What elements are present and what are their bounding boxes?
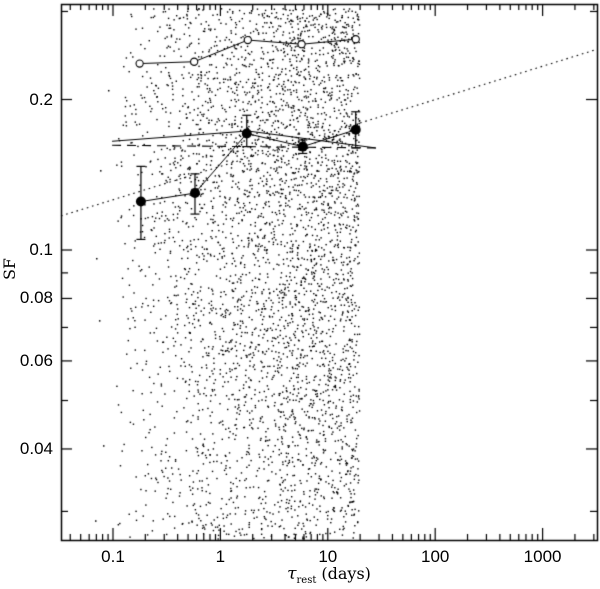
x-tick-label-0.1: 0.1 <box>101 547 125 566</box>
y-tick-label-0.1: 0.1 <box>29 240 53 259</box>
y-tick-label-0.06: 0.06 <box>19 350 53 370</box>
y-tick-label-0.08: 0.08 <box>19 288 53 308</box>
tau-symbol: τ <box>287 564 297 584</box>
x-axis-unit: (days) <box>321 564 371 583</box>
y-axis-title: SF <box>0 250 20 288</box>
x-tick-label-1000: 1000 <box>523 547 562 566</box>
x-tick-label-10: 10 <box>318 547 338 566</box>
x-tick-label-100: 100 <box>421 547 450 566</box>
x-tick-label-1: 1 <box>215 547 226 566</box>
y-axis-title-text: SF <box>0 257 19 281</box>
tau-subscript: rest <box>296 575 317 586</box>
x-axis-title: τrest (days) <box>61 564 597 586</box>
y-tick-label-0.2: 0.2 <box>29 89 53 109</box>
y-tick-label-0.04: 0.04 <box>19 438 53 458</box>
